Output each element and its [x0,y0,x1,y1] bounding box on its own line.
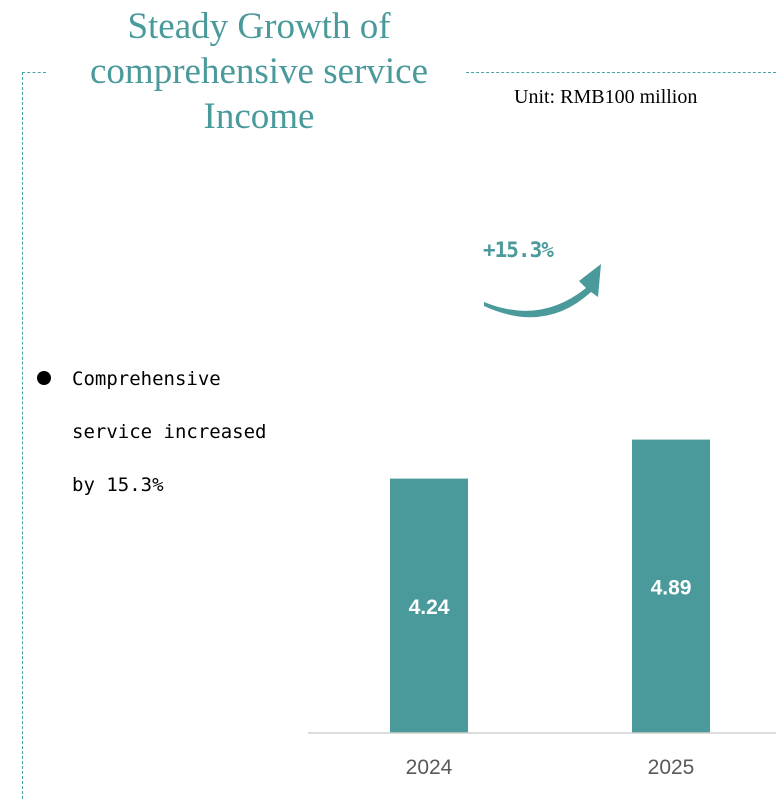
bullet-line-2: service increased [72,421,267,443]
bar-2025 [632,439,710,733]
bullet-line-1: Comprehensive [72,368,221,390]
growth-arrow-icon [484,264,601,318]
data-label-2025: 4.89 [651,576,692,599]
bar-2024 [390,478,468,733]
bullet-line-3: by 15.3% [72,474,164,496]
chart-title: Steady Growth of comprehensive service I… [90,6,428,137]
unit-label: Unit: RMB100 million [514,86,698,108]
x-tick-2024: 2024 [406,756,453,779]
data-label-2024: 4.24 [409,596,450,619]
bullet-dot-icon [37,371,51,385]
x-tick-2025: 2025 [648,756,695,779]
dashed-frame-top-left [22,72,46,73]
growth-label: +15.3% [483,238,554,262]
dashed-frame-left [22,72,23,799]
dashed-frame-top-right [466,72,776,73]
